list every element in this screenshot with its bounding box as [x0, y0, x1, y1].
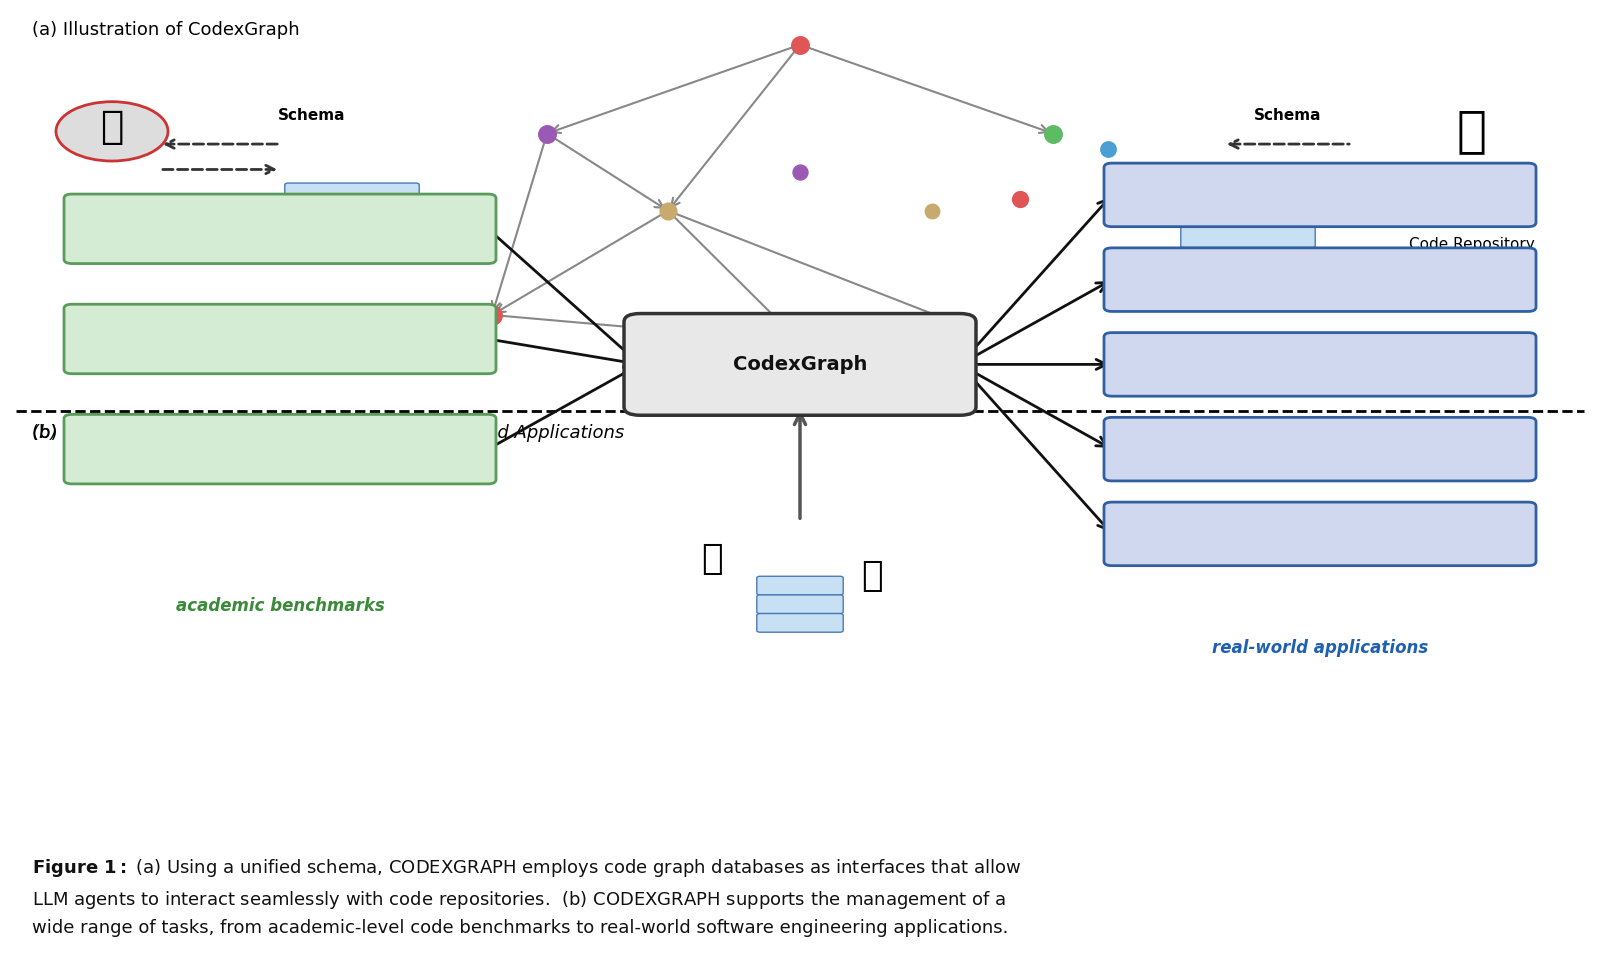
FancyBboxPatch shape	[1104, 163, 1536, 226]
FancyBboxPatch shape	[757, 576, 843, 595]
Text: Code Repository: Code Repository	[1410, 237, 1534, 252]
Text: 📁: 📁	[861, 560, 883, 593]
Text: 🤖: 🤖	[701, 542, 723, 576]
FancyBboxPatch shape	[1104, 247, 1536, 311]
Text: (b) CodexGraph vs. Repository-Level Code Tasks and Applications: (b) CodexGraph vs. Repository-Level Code…	[32, 424, 624, 442]
Text: SWE-Bench: SWE-Bench	[227, 440, 333, 458]
FancyBboxPatch shape	[1181, 225, 1315, 247]
Text: (a) Illustration of CodexGraph: (a) Illustration of CodexGraph	[32, 21, 299, 39]
Text: Code Graph Database: Code Graph Database	[709, 394, 891, 412]
Text: Code Chat: Code Chat	[1280, 188, 1360, 202]
FancyBboxPatch shape	[285, 225, 419, 247]
FancyBboxPatch shape	[1104, 417, 1536, 481]
Text: real-world applications: real-world applications	[1211, 639, 1429, 658]
Text: 🤖: 🤖	[101, 108, 123, 146]
Text: academic benchmarks: academic benchmarks	[176, 597, 384, 615]
FancyBboxPatch shape	[757, 595, 843, 613]
FancyBboxPatch shape	[624, 314, 976, 415]
FancyBboxPatch shape	[285, 204, 419, 226]
FancyBboxPatch shape	[64, 414, 496, 483]
Text: Schema: Schema	[278, 108, 346, 123]
FancyBboxPatch shape	[1181, 183, 1315, 205]
Text: CodexGraph: CodexGraph	[733, 355, 867, 374]
Text: Code Unit Tester: Code Unit Tester	[1258, 527, 1382, 541]
Text: CrossCodeEval: CrossCodeEval	[211, 220, 349, 238]
Text: (b) CodexGraph: (b) CodexGraph	[32, 424, 181, 442]
Text: $\bf{Figure\ 1:}$ (a) Using a unified schema, C$\sf{ODEX}$G$\sf{RAPH}$ employs c: $\bf{Figure\ 1:}$ (a) Using a unified sc…	[32, 857, 1021, 937]
FancyBboxPatch shape	[64, 304, 496, 374]
FancyBboxPatch shape	[64, 195, 496, 264]
Text: EvoCodeBench: EvoCodeBench	[211, 330, 349, 348]
Text: Schema: Schema	[1254, 108, 1322, 123]
Text: Code Genrator: Code Genrator	[1264, 442, 1376, 456]
Text: Code Debugger: Code Debugger	[1259, 273, 1381, 287]
FancyBboxPatch shape	[1104, 332, 1536, 396]
Text: LM Agent: LM Agent	[77, 237, 147, 252]
FancyBboxPatch shape	[1104, 502, 1536, 565]
Text: 📁: 📁	[1458, 107, 1486, 155]
Text: Code Commenter: Code Commenter	[1253, 357, 1387, 372]
FancyBboxPatch shape	[285, 183, 419, 205]
FancyBboxPatch shape	[1181, 204, 1315, 226]
Circle shape	[56, 102, 168, 161]
FancyBboxPatch shape	[757, 613, 843, 632]
